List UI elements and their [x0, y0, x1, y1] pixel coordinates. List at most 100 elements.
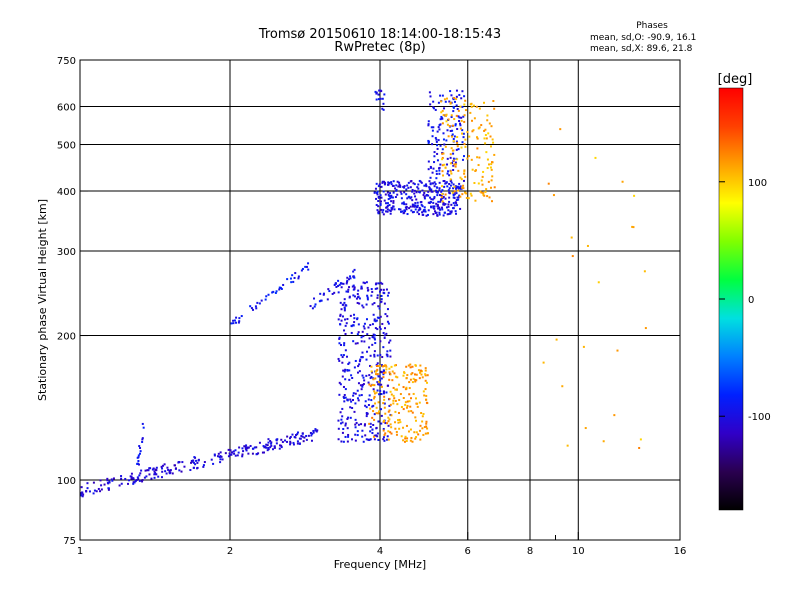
y-tick-label: 100 — [57, 476, 76, 487]
data-point — [376, 209, 379, 212]
data-point — [426, 213, 429, 216]
data-point — [382, 369, 385, 372]
data-point — [197, 458, 200, 461]
data-point — [141, 479, 144, 482]
data-point — [354, 392, 357, 395]
data-point — [396, 376, 399, 379]
data-point — [421, 211, 424, 214]
data-point — [373, 319, 376, 322]
data-point — [346, 318, 349, 321]
data-point — [229, 453, 232, 456]
data-point — [406, 400, 409, 403]
data-point — [476, 156, 479, 159]
data-point — [388, 341, 391, 344]
data-point — [350, 374, 353, 377]
data-point — [120, 477, 123, 480]
data-point — [429, 182, 432, 185]
data-point — [449, 210, 452, 213]
data-point — [319, 299, 322, 302]
data-point — [383, 433, 386, 436]
data-point — [232, 319, 235, 322]
data-point — [435, 170, 438, 173]
data-point — [169, 471, 172, 474]
data-point — [398, 418, 401, 421]
data-point — [461, 105, 464, 108]
data-point — [453, 190, 456, 193]
data-point — [425, 394, 428, 397]
data-point — [424, 379, 427, 382]
data-point — [344, 318, 347, 321]
data-point — [377, 98, 380, 101]
data-point — [404, 403, 407, 406]
data-point — [442, 138, 445, 141]
data-point — [377, 205, 380, 208]
data-point — [409, 378, 412, 381]
data-point — [454, 165, 457, 168]
data-point — [368, 346, 371, 349]
data-point — [160, 476, 163, 479]
data-point — [137, 463, 140, 466]
data-point — [414, 364, 417, 367]
data-point — [385, 206, 388, 209]
data-point — [342, 282, 345, 285]
data-point — [344, 368, 347, 371]
data-point — [372, 423, 375, 426]
data-point — [381, 97, 384, 100]
data-point — [455, 212, 458, 215]
data-point — [291, 274, 294, 277]
data-point — [427, 432, 430, 435]
data-point — [351, 406, 354, 409]
data-point — [414, 380, 417, 383]
data-point — [411, 199, 414, 202]
data-point — [378, 183, 381, 186]
data-point — [178, 469, 181, 472]
data-point — [491, 138, 494, 141]
data-point — [459, 185, 462, 188]
data-point — [249, 305, 252, 308]
data-point — [341, 361, 344, 364]
data-point — [375, 282, 378, 285]
data-point — [379, 340, 382, 343]
data-point — [480, 191, 483, 194]
data-point — [438, 166, 441, 169]
data-point — [447, 205, 450, 208]
data-point — [231, 451, 234, 454]
data-point — [454, 210, 457, 213]
data-point — [403, 372, 406, 375]
data-point — [463, 172, 466, 175]
data-point — [438, 213, 441, 216]
data-point — [406, 374, 409, 377]
data-point — [340, 422, 343, 425]
data-point — [433, 205, 436, 208]
data-point — [376, 296, 379, 299]
data-point — [441, 94, 444, 97]
data-point — [406, 437, 409, 440]
data-point — [410, 373, 413, 376]
data-point — [245, 444, 248, 447]
data-point — [365, 438, 368, 441]
data-point — [379, 200, 382, 203]
data-point — [431, 135, 434, 138]
data-point — [380, 90, 383, 93]
data-point — [289, 443, 292, 446]
data-point — [380, 288, 383, 291]
data-point — [130, 472, 133, 475]
data-point — [224, 452, 227, 455]
data-point — [602, 440, 605, 443]
data-point — [366, 350, 369, 353]
data-point — [383, 292, 386, 295]
data-point — [456, 158, 459, 161]
data-point — [234, 449, 237, 452]
data-point — [467, 197, 470, 200]
data-point — [408, 387, 411, 390]
data-point — [388, 367, 391, 370]
data-point — [137, 477, 140, 480]
data-point — [411, 365, 414, 368]
data-point — [444, 203, 447, 206]
data-point — [395, 188, 398, 191]
data-point — [405, 188, 408, 191]
data-point — [344, 422, 347, 425]
data-point — [466, 131, 469, 134]
data-point — [404, 435, 407, 438]
data-point — [106, 481, 109, 484]
